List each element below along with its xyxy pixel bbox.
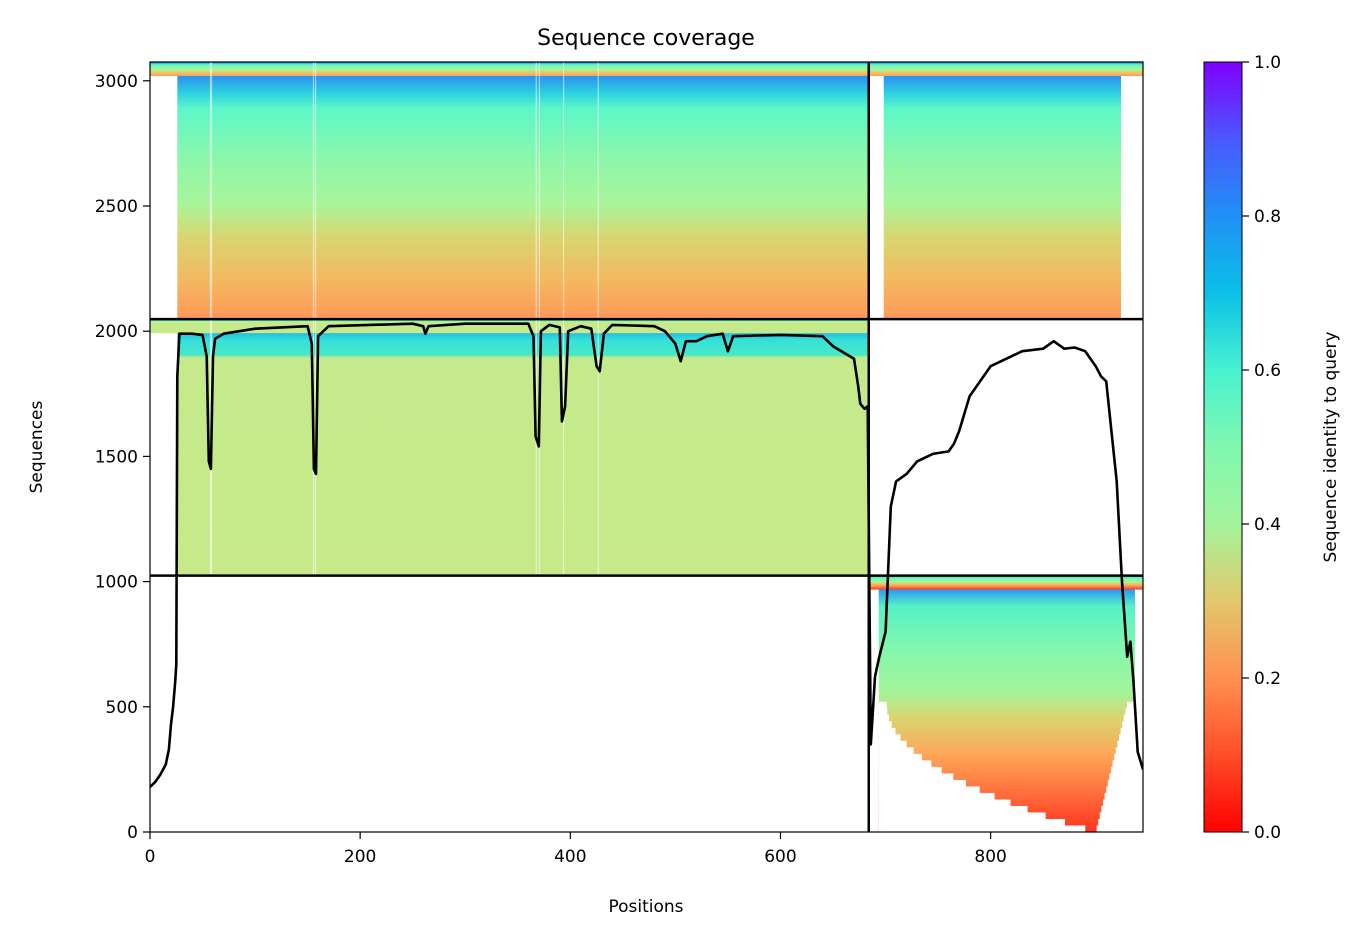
y-tick-label: 2500	[95, 197, 138, 217]
taper-left	[878, 734, 901, 742]
taper-left	[878, 760, 932, 768]
taper-right	[1096, 825, 1143, 832]
colorbar-tick-label: 1.0	[1254, 53, 1281, 73]
x-tick-label: 600	[764, 847, 796, 867]
colorbar-tick-label: 0.4	[1254, 515, 1281, 535]
colorbar-tick-label: 0.2	[1254, 669, 1281, 689]
taper-left	[878, 701, 887, 709]
plot-frame	[149, 61, 1144, 833]
x-axis: 0 200 400 600 800	[145, 832, 1007, 867]
heatmap-top-rows	[150, 62, 869, 76]
taper-right	[1122, 721, 1143, 729]
y-axis-label: Sequences	[27, 401, 47, 494]
x-tick-label: 800	[974, 847, 1006, 867]
taper-right	[1103, 799, 1143, 807]
chart-title: Sequence coverage	[537, 26, 755, 51]
heatmap-layer	[150, 62, 1143, 832]
y-tick-label: 500	[106, 698, 138, 718]
colorbar-tick-label: 0.0	[1254, 823, 1281, 843]
taper-left	[878, 714, 889, 722]
y-axis: 0 500 1000 1500 2000 2500 3000	[95, 72, 150, 843]
heatmap-top-rows	[868, 62, 1143, 76]
heatmap-top-rows	[868, 575, 1143, 590]
taper-right	[1114, 753, 1143, 761]
taper-left	[878, 805, 1028, 813]
x-tick-label: 200	[344, 847, 376, 867]
heatmap-fill	[883, 62, 1121, 320]
taper-right	[1106, 786, 1143, 794]
taper-left	[878, 753, 922, 761]
taper-right	[1109, 773, 1143, 781]
taper-right	[1115, 747, 1143, 755]
coverage-line-layer	[150, 322, 1143, 788]
taper-right	[1099, 812, 1143, 820]
colorbar-tick-label: 0.8	[1254, 207, 1281, 227]
taper-right	[1120, 727, 1143, 735]
taper-left	[878, 747, 914, 755]
taper-right	[1098, 818, 1143, 826]
x-tick-label: 400	[554, 847, 586, 867]
taper-left	[878, 825, 1086, 832]
taper-left	[878, 773, 954, 781]
y-tick-label: 0	[127, 823, 138, 843]
heatmap-block-paired-upper-right	[868, 62, 1143, 320]
taper-left	[878, 708, 888, 716]
taper-left	[878, 818, 1065, 826]
taper-left	[878, 721, 892, 729]
taper-right	[1119, 734, 1143, 742]
x-axis-label: Positions	[608, 897, 683, 917]
taper-left	[878, 766, 942, 774]
taper-left	[878, 779, 966, 787]
taper-right	[1101, 805, 1143, 813]
block-dividers	[150, 62, 1143, 832]
colorbar-label: Sequence identity to query	[1321, 331, 1341, 562]
taper-right	[1123, 714, 1143, 722]
heatmap-fill	[177, 319, 869, 576]
taper-right	[1112, 760, 1143, 768]
coverage-line	[150, 322, 1143, 788]
taper-left	[878, 799, 1011, 807]
y-tick-label: 1500	[95, 447, 138, 467]
taper-right	[1117, 740, 1143, 748]
taper-left	[878, 727, 896, 735]
y-tick-label: 2000	[95, 322, 138, 342]
heatmap-top-rows	[150, 319, 869, 334]
taper-right	[1107, 779, 1143, 787]
taper-left	[878, 792, 995, 800]
heatmap-block-unpaired-left	[150, 319, 869, 576]
colorbar	[1203, 61, 1243, 833]
taper-left	[878, 740, 907, 748]
colorbar-tick-label: 0.6	[1254, 361, 1281, 381]
taper-right	[1104, 792, 1143, 800]
heatmap-fill	[177, 62, 869, 320]
colorbar-ticks: 0.0 0.2 0.4 0.6 0.8 1.0	[1242, 53, 1281, 843]
y-tick-label: 3000	[95, 72, 138, 92]
taper-left	[878, 812, 1046, 820]
x-tick-label: 0	[145, 847, 156, 867]
taper-left	[878, 786, 980, 794]
y-tick-label: 1000	[95, 573, 138, 593]
taper-right	[1111, 766, 1143, 774]
heatmap-block-paired-upper	[150, 62, 869, 320]
